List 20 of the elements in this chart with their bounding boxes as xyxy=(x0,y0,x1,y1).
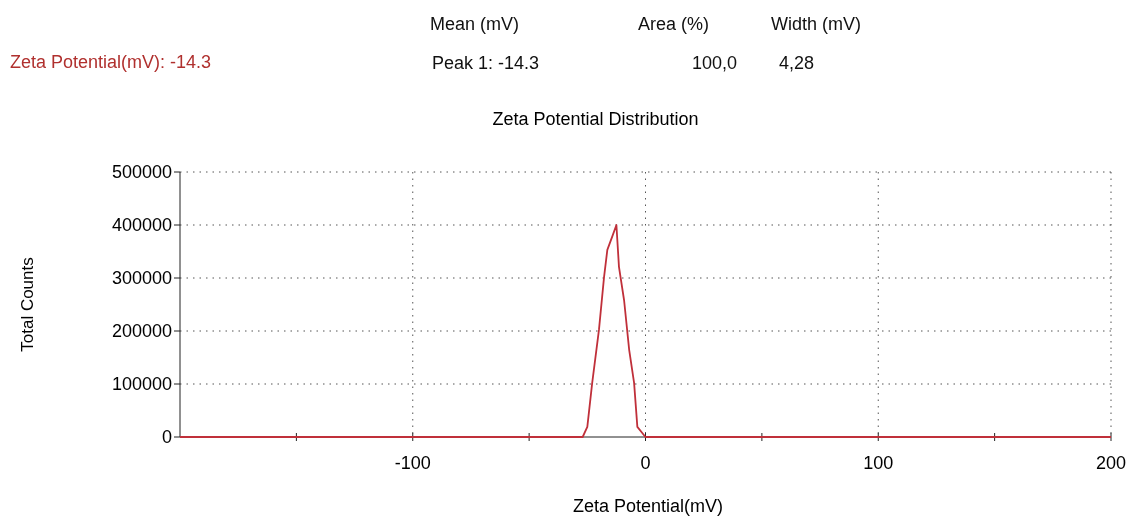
x-tick-label: 100 xyxy=(863,453,894,473)
y-tick-label: 300000 xyxy=(111,268,172,288)
x-tick-label: -100 xyxy=(394,453,431,473)
x-tick-label: 200 xyxy=(1095,453,1127,473)
text: 4,28 xyxy=(779,53,815,73)
x-axis-title: Zeta Potential(mV) xyxy=(572,496,724,516)
x-tick-label: 0 xyxy=(640,453,651,473)
text: Width (mV) xyxy=(771,14,861,34)
text: Mean (mV) xyxy=(430,14,520,34)
y-tick-label: 0 xyxy=(161,427,172,447)
y-tick-label: 400000 xyxy=(111,215,172,235)
text: Zeta Potential(mV): -14.3 xyxy=(10,52,212,72)
text: Area (%) xyxy=(638,14,710,34)
y-tick-label: 100000 xyxy=(111,374,172,394)
y-tick-label: 500000 xyxy=(111,162,172,182)
chart-title: Zeta Potential Distribution xyxy=(492,109,699,129)
y-tick-label: 200000 xyxy=(111,321,172,341)
text: 100,0 xyxy=(692,53,738,73)
text: Peak 1: -14.3 xyxy=(432,53,540,73)
y-axis-title: Total Counts xyxy=(18,257,37,352)
